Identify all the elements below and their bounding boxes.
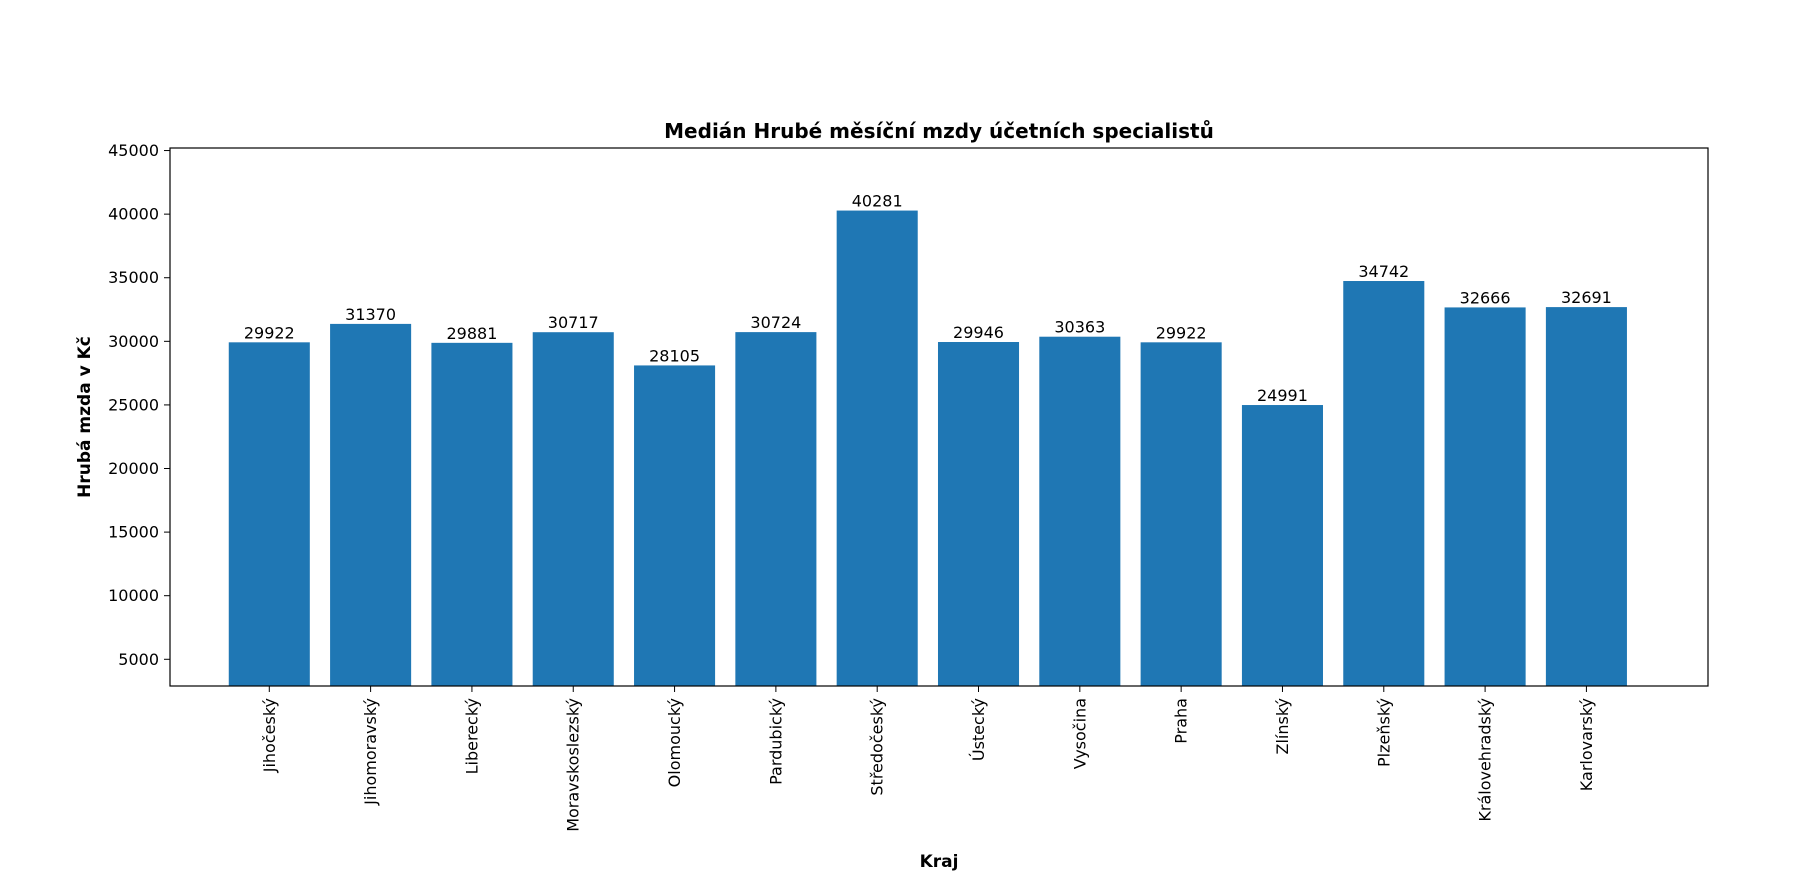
- y-tick-label: 35000: [108, 268, 159, 287]
- bar-value-label: 29922: [244, 323, 295, 342]
- bar: [1343, 281, 1425, 686]
- x-tick-label: Liberecký: [462, 698, 481, 774]
- bar: [1241, 405, 1323, 686]
- bar-value-label: 30717: [548, 313, 599, 332]
- data-labels-layer: 29922 31370 29881 30717 28105 30724 40281 29946…: [244, 192, 1612, 405]
- y-tick-label: 40000: [108, 205, 159, 224]
- bar: [431, 342, 513, 686]
- x-tick-label: Pardubický: [766, 698, 785, 785]
- bar: [1545, 307, 1627, 686]
- x-tick-label: Zlínský: [1273, 698, 1292, 755]
- y-axis-title: Hrubá mzda v Kč: [75, 336, 95, 498]
- y-tick-label: 10000: [108, 586, 159, 605]
- chart-title: Medián Hrubé měsíční mzdy účetních speci…: [664, 119, 1214, 143]
- bar-value-label: 29946: [953, 323, 1004, 342]
- bar-value-label: 28105: [649, 346, 700, 365]
- bar-value-label: 30363: [1054, 318, 1105, 337]
- x-axis-title: Kraj: [920, 852, 959, 872]
- bar: [1444, 307, 1526, 686]
- bar-value-label: 24991: [1257, 386, 1308, 405]
- y-tick-label: 25000: [108, 395, 159, 414]
- bars-layer: [228, 210, 1627, 686]
- bar: [532, 332, 614, 686]
- bar: [1039, 336, 1121, 686]
- x-tick-label: Praha: [1172, 698, 1191, 744]
- bar: [330, 323, 412, 686]
- x-tick-label: Vysočina: [1070, 698, 1089, 769]
- bar-value-label: 29881: [446, 324, 497, 343]
- bar-value-label: 34742: [1358, 262, 1409, 281]
- x-tick-label: Ústecký: [969, 698, 988, 761]
- x-tick-label: Jihočeský: [260, 698, 279, 773]
- y-axis: 5000 10000 15000 20000 25000 30000 35000 40000 4…: [108, 141, 170, 669]
- bar-value-label: 29922: [1156, 323, 1207, 342]
- x-tick-label: Plzeňský: [1374, 698, 1393, 767]
- y-tick-label: 5000: [118, 650, 159, 669]
- bar-value-label: 32691: [1561, 288, 1612, 307]
- x-tick-label: Karlovarský: [1577, 698, 1596, 791]
- x-tick-label: Moravskoslezský: [564, 698, 583, 832]
- bar-value-label: 30724: [750, 313, 801, 332]
- x-tick-label: Olomoucký: [665, 698, 684, 787]
- bar-value-label: 31370: [345, 305, 396, 324]
- y-tick-label: 30000: [108, 332, 159, 351]
- bar-value-label: 40281: [852, 192, 903, 211]
- bar-value-label: 32666: [1460, 288, 1511, 307]
- bar: [634, 365, 716, 686]
- bar: [228, 342, 310, 686]
- x-tick-label: Středočeský: [868, 698, 887, 796]
- bar: [836, 210, 918, 686]
- plot-frame: [169, 147, 1709, 687]
- y-tick-label: 20000: [108, 459, 159, 478]
- x-axis: Jihočeský Jihomoravský Liberecký Moravskosl…: [260, 686, 1596, 832]
- bar: [1140, 342, 1222, 686]
- bar: [937, 342, 1020, 686]
- y-tick-label: 15000: [108, 523, 159, 542]
- x-tick-label: Jihomoravský: [361, 698, 380, 806]
- y-tick-label: 45000: [108, 141, 159, 160]
- x-tick-label: Královehradský: [1476, 698, 1495, 822]
- bar: [735, 332, 817, 686]
